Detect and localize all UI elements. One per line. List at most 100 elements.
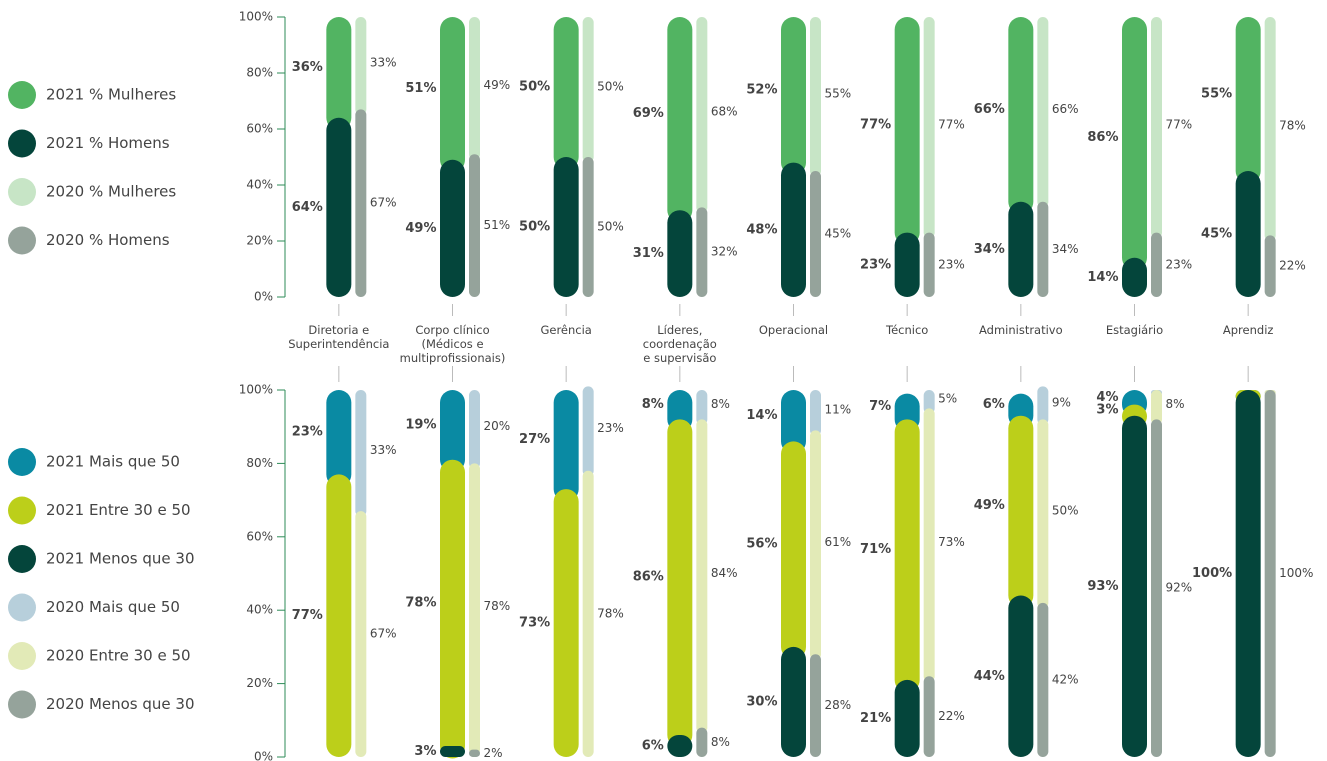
value-label: 45%: [825, 227, 852, 241]
value-label: 51%: [484, 218, 511, 232]
bar-segment: [326, 474, 352, 757]
value-label: 64%: [292, 200, 323, 215]
value-label: 49%: [405, 221, 436, 236]
value-label: 22%: [1279, 259, 1306, 273]
category-label: Operacional: [759, 323, 828, 337]
value-label: 6%: [983, 397, 1005, 412]
bar-segment: [923, 232, 935, 297]
category-label-line: Administrativo: [979, 323, 1063, 337]
bar-segment: [810, 654, 821, 757]
value-label: 77%: [860, 117, 891, 132]
value-label: 19%: [405, 417, 436, 432]
category-label-line: Aprendiz: [1223, 323, 1274, 337]
y-tick-label: 40%: [246, 603, 273, 617]
value-label: 50%: [519, 80, 550, 95]
bar-segment: [1151, 390, 1162, 425]
y-tick-label: 40%: [246, 178, 273, 192]
legend-label: 2021 % Homens: [46, 134, 170, 152]
value-label: 50%: [519, 220, 550, 235]
value-label: 73%: [938, 535, 965, 549]
value-label: 55%: [1201, 87, 1232, 102]
bar-segment: [1008, 17, 1034, 215]
value-label: 66%: [1052, 102, 1079, 116]
bar-segment: [469, 154, 480, 297]
value-label: 71%: [860, 542, 891, 557]
bar-segment: [469, 17, 480, 160]
value-label: 9%: [1052, 395, 1071, 409]
y-tick-label: 0%: [254, 750, 273, 761]
bar-segment: [1264, 235, 1276, 297]
category-label-line: coordenação: [643, 337, 717, 351]
legend-label: 2021 % Mulheres: [46, 86, 176, 104]
value-label: 68%: [711, 105, 738, 119]
value-label: 33%: [370, 56, 397, 70]
value-label: 92%: [1166, 581, 1193, 595]
value-label: 8%: [642, 397, 664, 412]
category-label: Administrativo: [979, 323, 1063, 337]
value-label: 6%: [642, 738, 664, 753]
value-label: 2%: [484, 746, 503, 760]
value-label: 69%: [633, 106, 664, 121]
legend-label: 2020 Entre 30 e 50: [46, 647, 191, 665]
legend-swatch: [8, 129, 36, 158]
value-label: 21%: [860, 711, 891, 726]
value-label: 77%: [938, 117, 965, 131]
legend-swatch: [8, 690, 36, 719]
bar-segment: [696, 17, 708, 213]
bar-segment: [355, 17, 367, 115]
bar-segment: [1264, 17, 1276, 241]
value-label: 52%: [746, 82, 777, 97]
bar-segment: [1151, 17, 1162, 239]
value-label: 44%: [974, 669, 1005, 684]
bar-segment: [781, 646, 806, 757]
bar-segment: [1037, 602, 1049, 757]
value-label: 93%: [1087, 579, 1118, 594]
bar-segment: [553, 157, 579, 297]
bar-segment: [894, 17, 920, 246]
bar-segment: [553, 17, 579, 170]
bar-segment: [469, 463, 480, 756]
category-label-line: Superintendência: [288, 337, 389, 351]
legend-swatch: [8, 593, 36, 622]
value-label: 45%: [1201, 227, 1232, 242]
bar-segment: [440, 459, 465, 759]
bar-segment: [923, 408, 935, 682]
value-label: 23%: [292, 425, 323, 440]
value-label: 78%: [405, 595, 436, 610]
value-label: 50%: [597, 220, 624, 234]
value-label: 78%: [597, 606, 624, 620]
bar-segment: [469, 749, 480, 757]
value-label: 36%: [292, 60, 323, 75]
bar-segment: [1235, 171, 1261, 297]
value-label: 7%: [869, 399, 891, 414]
value-label: 42%: [1052, 672, 1079, 686]
category-label: Técnico: [885, 323, 928, 337]
category-label-line: Gerência: [540, 323, 591, 337]
value-label: 34%: [1052, 242, 1079, 256]
value-label: 8%: [711, 397, 730, 411]
category-label-line: Técnico: [885, 323, 928, 337]
bar-segment: [894, 232, 920, 297]
value-label: 50%: [597, 80, 624, 94]
bar-segment: [553, 390, 579, 502]
value-label: 77%: [1166, 117, 1193, 131]
legend-label: 2021 Menos que 30: [46, 550, 195, 568]
value-label: 28%: [825, 698, 852, 712]
value-label: 23%: [860, 257, 891, 272]
bar-segment: [469, 390, 480, 469]
y-tick-label: 100%: [239, 383, 273, 397]
value-label: 48%: [746, 222, 777, 237]
bar-segment: [1235, 390, 1261, 757]
value-label: 27%: [519, 432, 550, 447]
legend-swatch: [8, 496, 36, 525]
legend-swatch: [8, 81, 36, 109]
value-label: 3%: [414, 744, 436, 759]
bar-segment: [810, 390, 821, 436]
legend-swatch: [8, 642, 36, 670]
value-label: 51%: [405, 81, 436, 96]
bar-segment: [781, 441, 806, 660]
bar-segment: [696, 207, 708, 297]
value-label: 23%: [1166, 257, 1193, 271]
value-label: 61%: [825, 535, 852, 549]
value-label: 31%: [633, 246, 664, 261]
